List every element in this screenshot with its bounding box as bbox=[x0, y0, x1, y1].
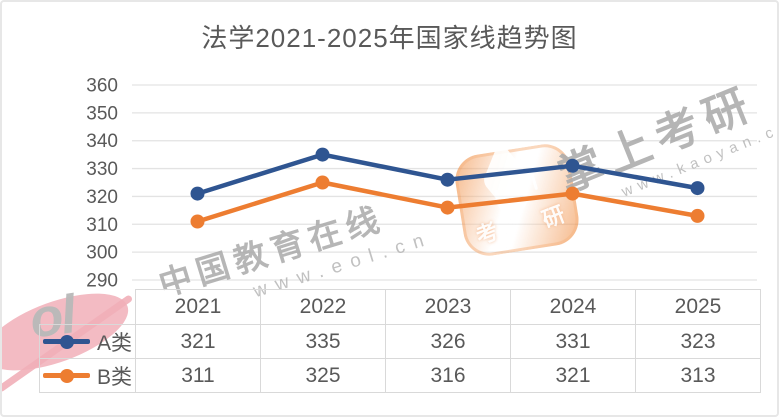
y-axis-tick-330: 330 bbox=[86, 159, 118, 180]
data-point-A类-2023 bbox=[440, 172, 455, 187]
table-cell-B类-2022: 325 bbox=[260, 358, 386, 393]
legend-marker-icon bbox=[43, 334, 90, 349]
table-header-2025: 2025 bbox=[635, 289, 761, 325]
table-cell-A类-2023: 326 bbox=[385, 324, 511, 359]
table-cell-A类-2025: 323 bbox=[635, 324, 761, 359]
data-point-A类-2024 bbox=[565, 158, 580, 173]
table-header-2021: 2021 bbox=[135, 289, 261, 325]
table-header-2023: 2023 bbox=[385, 289, 511, 325]
table-cell-B类-2021: 311 bbox=[135, 358, 261, 393]
y-axis-tick-360: 360 bbox=[86, 76, 118, 97]
y-axis-tick-340: 340 bbox=[86, 131, 118, 152]
data-point-A类-2025 bbox=[690, 181, 705, 196]
table-header-2022: 2022 bbox=[260, 289, 386, 325]
table-row-A类: A类 321 335 326 331 323 bbox=[39, 324, 761, 359]
legend-A类: A类 bbox=[39, 324, 136, 359]
legend-label: A类 bbox=[97, 331, 133, 355]
data-point-B类-2024 bbox=[565, 186, 580, 201]
data-point-B类-2023 bbox=[440, 200, 455, 215]
table-cell-A类-2022: 335 bbox=[260, 324, 386, 359]
table-header-2024: 2024 bbox=[510, 289, 636, 325]
data-table: 2021 2022 2023 2024 2025 A类 321 335 326 331 323 B类 3… bbox=[39, 289, 761, 393]
table-corner-blank bbox=[39, 289, 136, 325]
data-point-A类-2022 bbox=[315, 147, 330, 162]
table-cell-B类-2025: 313 bbox=[635, 358, 761, 393]
legend-marker-icon bbox=[43, 368, 90, 383]
table-row-B类: B类 311 325 316 321 313 bbox=[39, 358, 761, 393]
data-point-B类-2022 bbox=[315, 175, 330, 190]
chart-data-table: 2021 2022 2023 2024 2025 A类 321 335 326 331 323 B类 3… bbox=[39, 289, 761, 393]
legend-B类: B类 bbox=[39, 358, 136, 393]
data-point-B类-2021 bbox=[190, 214, 205, 229]
table-cell-A类-2021: 321 bbox=[135, 324, 261, 359]
chart-title: 法学2021-2025年国家线趋势图 bbox=[201, 23, 578, 53]
table-cell-B类-2024: 321 bbox=[510, 358, 636, 393]
data-point-B类-2025 bbox=[690, 208, 705, 223]
table-cell-A类-2024: 331 bbox=[510, 324, 636, 359]
y-axis-tick-300: 300 bbox=[86, 243, 118, 264]
y-axis-tick-320: 320 bbox=[86, 187, 118, 208]
legend-label: B类 bbox=[97, 365, 133, 389]
y-axis-tick-350: 350 bbox=[86, 103, 118, 124]
y-axis-tick-310: 310 bbox=[86, 215, 118, 236]
data-point-A类-2021 bbox=[190, 186, 205, 201]
table-cell-B类-2023: 316 bbox=[385, 358, 511, 393]
